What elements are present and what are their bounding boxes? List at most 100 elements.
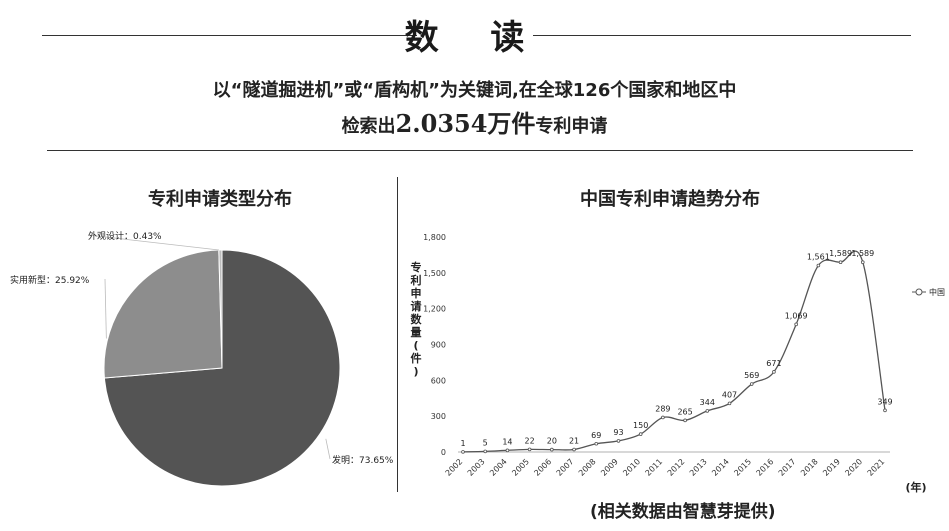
x-tick-label: 2015 bbox=[732, 457, 753, 478]
pie-slice bbox=[103, 249, 223, 379]
x-tick-label: 2016 bbox=[755, 457, 776, 478]
pie-slice-label: 实用新型：25.92% bbox=[10, 274, 90, 286]
intro-line-1: 以“隧道掘进机”或“盾构机”为关键词,在全球126个国家和地区中 bbox=[212, 80, 737, 101]
y-tick-label: 1,800 bbox=[423, 233, 446, 242]
x-tick-label: 2020 bbox=[843, 457, 864, 478]
x-tick-label: 2014 bbox=[710, 457, 731, 478]
line-chart-title: 中国专利申请趋势分布 bbox=[580, 189, 760, 210]
legend-label: 中国 bbox=[929, 287, 945, 297]
data-point bbox=[794, 322, 798, 327]
data-label: 14 bbox=[502, 437, 512, 446]
data-point bbox=[638, 432, 643, 436]
page-title: 数 读 bbox=[404, 18, 545, 58]
x-tick-label: 2017 bbox=[777, 457, 798, 478]
data-point bbox=[683, 418, 687, 423]
intro-highlight-count: 2.0354万件 bbox=[395, 109, 536, 138]
pie-chart: 发明：73.65% 实用新型：25.92% 外观设计：0.43% bbox=[10, 230, 394, 487]
data-label: 22 bbox=[525, 436, 535, 445]
y-axis-label-char: ( bbox=[413, 339, 418, 352]
data-label: 265 bbox=[677, 407, 692, 416]
section-rule bbox=[47, 150, 913, 151]
x-tick-label: 2019 bbox=[821, 457, 842, 478]
data-label: 1 bbox=[460, 439, 465, 448]
data-label: 1,561 bbox=[807, 253, 830, 262]
data-point bbox=[616, 439, 621, 443]
data-point bbox=[816, 263, 821, 268]
x-tick-label: 2012 bbox=[666, 457, 687, 478]
x-tick-label: 2013 bbox=[688, 457, 709, 478]
data-point bbox=[772, 370, 776, 374]
data-point bbox=[838, 260, 843, 265]
data-point bbox=[594, 441, 599, 446]
y-axis-label-char: 利 bbox=[411, 273, 422, 287]
pie-leader-line bbox=[325, 438, 331, 460]
x-tick-label: 2007 bbox=[555, 457, 576, 478]
data-point bbox=[661, 415, 665, 420]
data-point bbox=[572, 447, 576, 452]
data-label: 21 bbox=[569, 436, 579, 445]
data-label: 5 bbox=[483, 438, 488, 447]
data-label: 569 bbox=[744, 371, 759, 380]
intro-line-2-prefix: 检索出 bbox=[341, 116, 396, 137]
data-label: 671 bbox=[766, 359, 781, 368]
pie-slice-label: 外观设计：0.43% bbox=[88, 230, 162, 242]
data-label: 93 bbox=[613, 428, 623, 437]
pie-chart-title: 专利申请类型分布 bbox=[148, 189, 292, 210]
data-label: 344 bbox=[700, 398, 715, 407]
data-point bbox=[705, 409, 710, 413]
y-tick-label: 0 bbox=[441, 448, 446, 457]
data-point bbox=[550, 447, 554, 452]
legend-marker bbox=[915, 288, 923, 296]
pie-leader-line bbox=[87, 234, 220, 251]
data-point bbox=[883, 408, 887, 413]
intro-line-2: 检索出2.0354万件专利申请 bbox=[0, 104, 949, 139]
y-axis-label-char: 请 bbox=[411, 299, 422, 313]
pie-slice-label: 发明：73.65% bbox=[332, 454, 394, 466]
y-axis-label-char: 量 bbox=[411, 326, 422, 339]
data-point bbox=[860, 260, 865, 265]
data-point bbox=[483, 449, 488, 454]
y-tick-label: 900 bbox=[431, 341, 446, 350]
data-point bbox=[461, 450, 465, 454]
x-tick-label: 2021 bbox=[866, 457, 887, 478]
header-rule-right bbox=[533, 35, 911, 36]
data-label: 289 bbox=[655, 404, 670, 413]
x-tick-label: 2005 bbox=[510, 457, 531, 478]
data-point bbox=[749, 382, 754, 386]
x-tick-label: 2006 bbox=[532, 457, 553, 478]
x-axis-label: (年) bbox=[905, 480, 926, 494]
y-axis-label-char: 数 bbox=[411, 312, 423, 326]
data-point bbox=[505, 448, 510, 453]
intro-line-2-suffix: 专利申请 bbox=[535, 116, 608, 137]
y-tick-label: 1,200 bbox=[423, 305, 446, 314]
series-line-china bbox=[462, 250, 886, 453]
chart-divider bbox=[397, 177, 398, 492]
data-label: 20 bbox=[547, 437, 557, 446]
y-axis-label-char: 专 bbox=[411, 260, 422, 274]
y-tick-label: 300 bbox=[431, 412, 446, 421]
y-tick-label: 1,500 bbox=[423, 269, 446, 278]
x-tick-label: 2009 bbox=[599, 457, 620, 478]
data-label: 349 bbox=[877, 397, 892, 406]
y-axis-label-char: ) bbox=[413, 365, 418, 378]
data-label: 1,069 bbox=[785, 311, 808, 320]
data-point bbox=[527, 447, 532, 452]
x-tick-label: 2011 bbox=[644, 457, 665, 478]
data-credit: (相关数据由智慧芽提供) bbox=[590, 502, 776, 522]
pie-leader-line bbox=[104, 278, 107, 339]
y-tick-label: 600 bbox=[431, 376, 446, 385]
data-point bbox=[727, 401, 732, 406]
y-axis-label-char: 申 bbox=[411, 286, 422, 300]
data-label: 69 bbox=[591, 431, 601, 440]
data-label: 1,589 bbox=[851, 249, 874, 258]
data-label: 1,589 bbox=[829, 249, 852, 258]
x-tick-label: 2008 bbox=[577, 457, 598, 478]
x-tick-label: 2010 bbox=[621, 457, 642, 478]
x-tick-label: 2018 bbox=[799, 457, 820, 478]
x-tick-label: 2004 bbox=[488, 457, 509, 478]
x-tick-label: 2003 bbox=[466, 457, 487, 478]
data-label: 150 bbox=[633, 421, 648, 430]
x-tick-label: 2002 bbox=[444, 457, 465, 478]
y-axis-label-char: 件 bbox=[411, 351, 422, 365]
